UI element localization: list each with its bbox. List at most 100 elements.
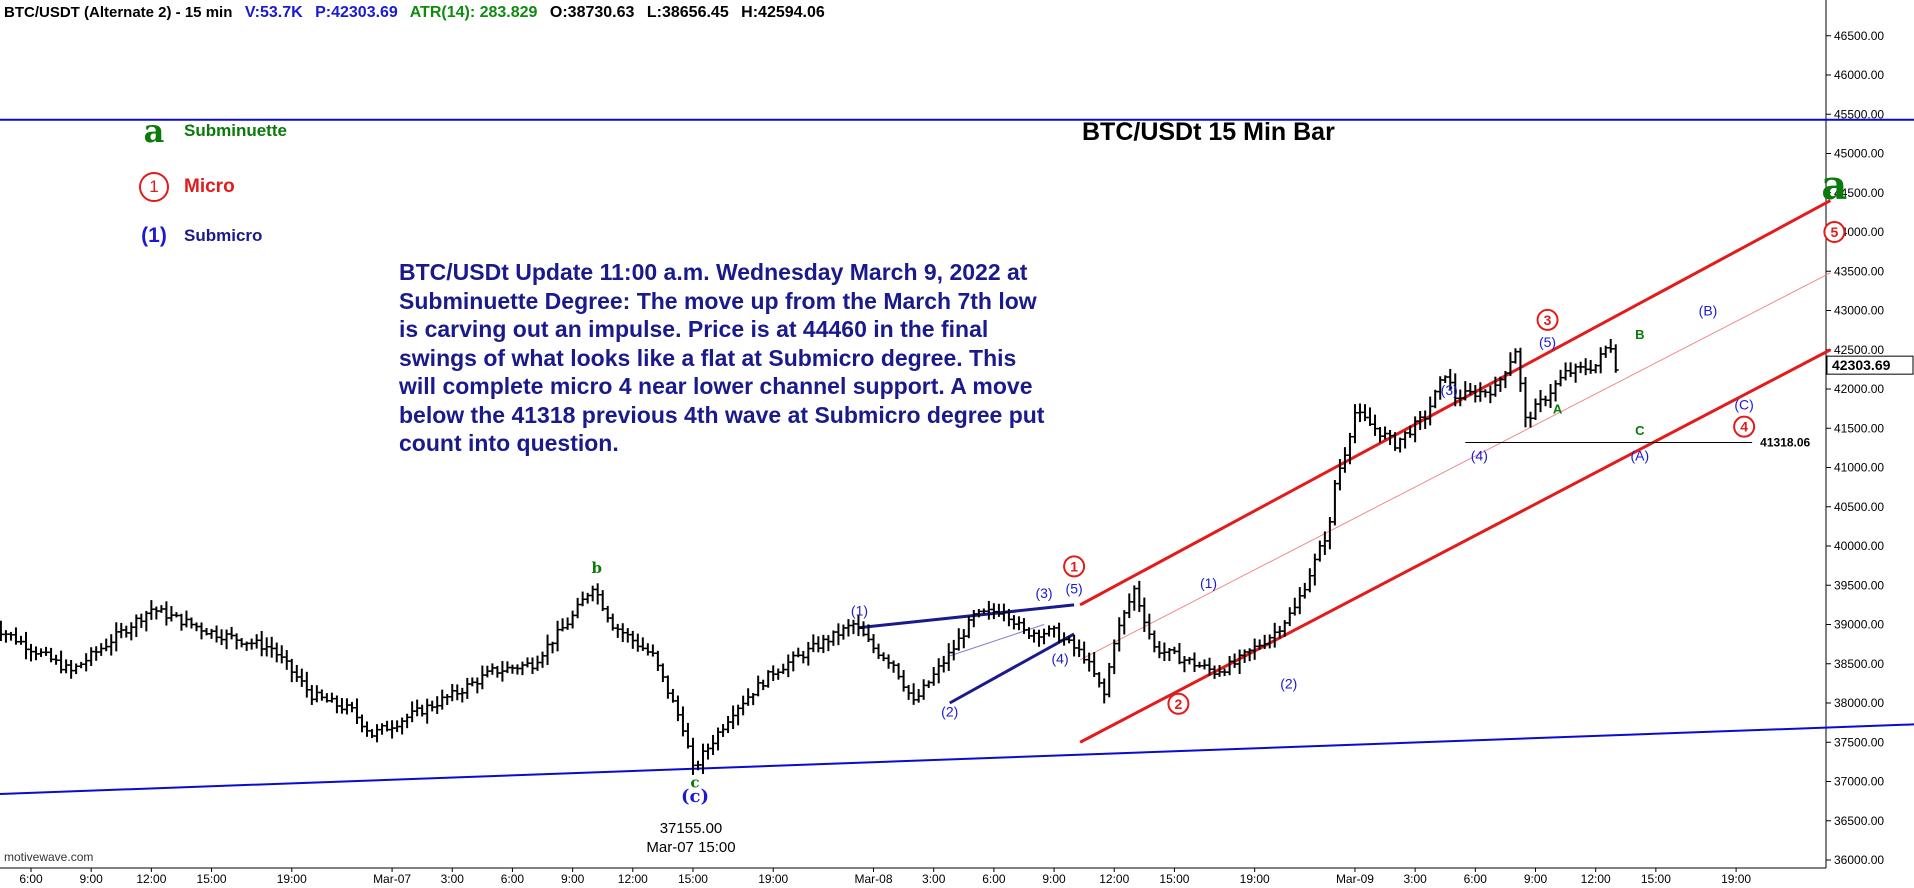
wave-label-subminuette: b xyxy=(591,559,602,577)
commentary-text: BTC/USDt Update 11:00 a.m. Wednesday Mar… xyxy=(399,259,1045,456)
x-tick-label: 6:00 xyxy=(982,872,1006,886)
wave-label-subminuette-big: a xyxy=(1821,162,1847,209)
x-tick-label: 6:00 xyxy=(1464,872,1488,886)
legend-submicro-label: Submicro xyxy=(184,226,263,245)
y-tick-label: 37000.00 xyxy=(1834,775,1884,789)
chart-title: BTC/USDt 15 Min Bar xyxy=(1082,118,1335,146)
y-tick-label: 40000.00 xyxy=(1834,539,1884,553)
current-price-box xyxy=(1826,355,1914,375)
wave-label-submicro: (C) xyxy=(1734,397,1753,413)
legend-subminuette-label: Subminuette xyxy=(184,121,287,140)
price-readout: P:42303.69 xyxy=(315,4,398,21)
wave-label-submicro: (3) xyxy=(1035,585,1052,601)
atr-readout: ATR(14): 283.829 xyxy=(409,4,538,21)
legend-subminuette-symbol: a xyxy=(143,112,165,150)
x-tick-label: 12:00 xyxy=(618,872,648,886)
wave-label-submicro: (1) xyxy=(1200,575,1217,591)
y-tick-label: 44000.00 xyxy=(1834,225,1884,239)
y-tick-label: 44500.00 xyxy=(1834,186,1884,200)
wave-label-micro: 4 xyxy=(1740,419,1748,435)
volume-readout: V:53.7K xyxy=(244,4,303,21)
wave-label-micro-circle xyxy=(1536,308,1559,331)
high-readout: H:42594.06 xyxy=(741,4,825,21)
wave-label-submicro: (5) xyxy=(1539,334,1556,350)
wave-label-micro: 3 xyxy=(1544,312,1552,328)
y-tick-label: 45000.00 xyxy=(1834,147,1884,161)
x-tick-label: 3:00 xyxy=(441,872,465,886)
low-price-label: 37155.00 xyxy=(659,820,723,837)
wave-label-micro-circle xyxy=(1063,555,1086,578)
x-tick-label: 19:00 xyxy=(1240,872,1270,886)
wave-label-subminuette: c xyxy=(690,773,699,791)
x-tick-label: 19:00 xyxy=(277,872,307,886)
current-price-label: 42303.69 xyxy=(1832,357,1891,373)
y-tick-label: 46500.00 xyxy=(1834,29,1884,43)
x-tick-label: 6:00 xyxy=(19,872,43,886)
price-level-label: 41318.06 xyxy=(1760,436,1810,450)
wave-label-micro: 2 xyxy=(1175,696,1183,712)
y-tick-label: 38000.00 xyxy=(1834,696,1884,710)
wave-label-submicro: (2) xyxy=(1280,675,1297,691)
x-tick-label: 15:00 xyxy=(1641,872,1671,886)
open-readout: O:38730.63 xyxy=(549,4,635,21)
wave-label-micro: 1 xyxy=(1070,558,1078,574)
y-tick-label: 38500.00 xyxy=(1834,657,1884,671)
y-tick-label: 36000.00 xyxy=(1834,853,1884,867)
wave-label-submicro: (A) xyxy=(1630,448,1649,464)
watermark: motivewave.com xyxy=(4,850,94,864)
legend-micro: 1 Micro xyxy=(130,172,235,202)
x-tick-label: 15:00 xyxy=(1159,872,1189,886)
x-tick-label: 9:00 xyxy=(80,872,104,886)
y-tick-label: 43500.00 xyxy=(1834,264,1884,278)
y-tick-label: 42000.00 xyxy=(1834,382,1884,396)
x-tick-label: 12:00 xyxy=(136,872,166,886)
wave-label-submicro: (5) xyxy=(1066,580,1083,596)
y-tick-label: 39500.00 xyxy=(1834,578,1884,592)
wave-label-submicro: (4) xyxy=(1471,448,1488,464)
x-tick-label: Mar-08 xyxy=(855,872,893,886)
x-tick-label: Mar-09 xyxy=(1336,872,1374,886)
y-tick-label: 41500.00 xyxy=(1834,421,1884,435)
legend-submicro-symbol: (1) xyxy=(141,224,167,247)
legend-subminuette: a Subminuette xyxy=(130,112,287,150)
wave-label-submicro: (2) xyxy=(941,704,958,720)
x-tick-label: 12:00 xyxy=(1099,872,1129,886)
x-tick-label: 6:00 xyxy=(501,872,525,886)
y-tick-label: 40500.00 xyxy=(1834,500,1884,514)
wave-label-submicro: (3) xyxy=(1441,382,1458,398)
y-tick-label: 42500.00 xyxy=(1834,343,1884,357)
symbol-label: BTC/USDT (Alternate 2) - 15 min xyxy=(4,4,233,21)
y-tick-label: 46000.00 xyxy=(1834,68,1884,82)
x-tick-label: 9:00 xyxy=(1042,872,1066,886)
trendline-diagonal-upper xyxy=(859,603,1075,630)
x-tick-label: 15:00 xyxy=(197,872,227,886)
wave-label-micro-circle xyxy=(1733,415,1756,438)
x-tick-label: 19:00 xyxy=(1721,872,1751,886)
low-readout: L:38656.45 xyxy=(646,4,729,21)
trendline-lower-blue xyxy=(0,723,1914,795)
legend-micro-circle: 1 xyxy=(130,172,178,202)
x-tick-label: 9:00 xyxy=(561,872,585,886)
y-tick-label: 43000.00 xyxy=(1834,304,1884,318)
y-tick-label: 45500.00 xyxy=(1834,107,1884,121)
y-tick-label: 37500.00 xyxy=(1834,735,1884,749)
x-tick-label: Mar-07 xyxy=(373,872,411,886)
wave-label-micro: 5 xyxy=(1830,224,1838,240)
legend-micro-label: Micro xyxy=(184,176,235,197)
wave-label-submicro: (B) xyxy=(1699,303,1718,319)
wave-label-submicro: (4) xyxy=(1052,650,1069,666)
x-tick-label: 3:00 xyxy=(1403,872,1427,886)
wave-label-micro-circle xyxy=(1167,692,1190,715)
wave-label-submicro: (1) xyxy=(851,602,868,618)
wave-label-subminuette: A xyxy=(1553,402,1563,417)
legend-micro-symbol: 1 xyxy=(139,172,169,202)
wave-label-subminuette: B xyxy=(1635,327,1644,342)
wave-label-micro-circle xyxy=(1823,221,1846,243)
legend-submicro: (1) Submicro xyxy=(130,224,262,248)
wave-label-subminuette: C xyxy=(1635,423,1645,438)
chart-header: BTC/USDT (Alternate 2) - 15 min V:53.7K … xyxy=(4,4,833,22)
x-tick-label: 12:00 xyxy=(1581,872,1611,886)
x-tick-label: 3:00 xyxy=(922,872,946,886)
wave-label-submicro: (c) xyxy=(681,786,709,807)
